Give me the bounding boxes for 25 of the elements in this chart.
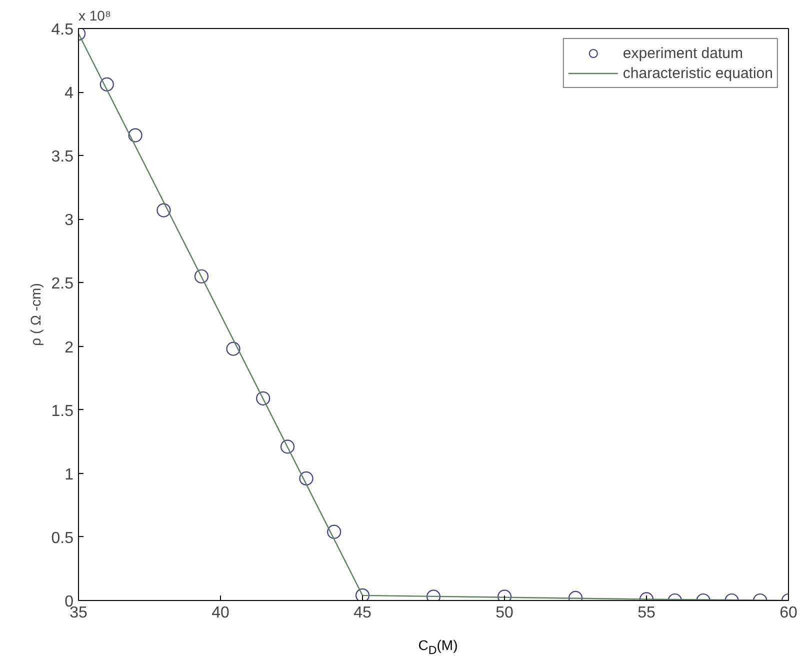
point: [156, 203, 171, 218]
legend-label: characteristic equation: [622, 64, 773, 82]
point: [194, 269, 209, 284]
y-tick-label: 4: [64, 85, 74, 102]
y-tick-label: 4.5: [51, 22, 74, 38]
x-tick-label: 40: [212, 604, 230, 622]
y-tick-label: 1: [64, 466, 74, 484]
x-axis-title: C$_{D}$(M): [418, 636, 458, 659]
point: [256, 391, 270, 406]
legend-label: experiment datum: [622, 44, 743, 62]
y-tick-label: 0.5: [51, 530, 74, 547]
y-tick-label: 2: [64, 339, 74, 356]
point: [100, 77, 114, 92]
y-axis-title: ρ ( Ω -cm): [27, 283, 44, 346]
x-tick-label: 55: [638, 604, 656, 622]
point: [128, 128, 142, 142]
x-tick-label: 60: [780, 604, 798, 622]
text: x 10⁸: [78, 8, 111, 24]
point: [226, 342, 240, 356]
y-tick-label: 3.5: [51, 148, 74, 166]
y-tick-label: 2.5: [51, 276, 74, 293]
x-tick-label: 50: [496, 604, 514, 622]
x-tick-label: 45: [354, 604, 372, 622]
y-tick-label: 1.5: [51, 402, 74, 420]
y-tick-label: 3: [64, 212, 74, 230]
